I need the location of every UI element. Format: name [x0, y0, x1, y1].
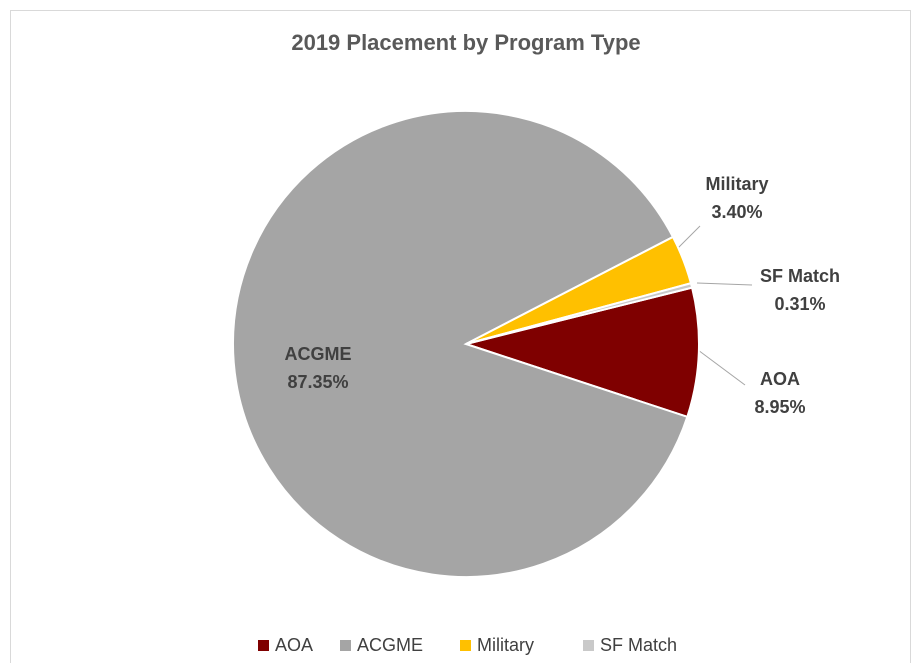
slice-label-name: Military [705, 174, 768, 194]
pie-slice [465, 282, 694, 345]
leader-line [697, 349, 746, 386]
chart-title: 2019 Placement by Program Type [291, 30, 640, 55]
legend-swatch [460, 640, 471, 651]
legend-label: SF Match [600, 635, 677, 655]
slice-label-name: ACGME [285, 344, 352, 364]
legend-swatch [340, 640, 351, 651]
slice-label-name: AOA [760, 369, 800, 389]
pie-slice [462, 286, 700, 419]
leader-line [696, 282, 753, 286]
legend-label: AOA [275, 635, 313, 655]
pie-slice [232, 110, 689, 578]
leader-line [675, 225, 701, 251]
legend-swatch [583, 640, 594, 651]
legend-label: ACGME [357, 635, 423, 655]
slice-label-value: 87.35% [287, 372, 348, 392]
slice-label-value: 3.40% [711, 202, 762, 222]
slice-label-value: 0.31% [774, 294, 825, 314]
slice-label-name: SF Match [760, 266, 840, 286]
legend-label: Military [477, 635, 534, 655]
legend-swatch [258, 640, 269, 651]
slice-label-value: 8.95% [754, 397, 805, 417]
